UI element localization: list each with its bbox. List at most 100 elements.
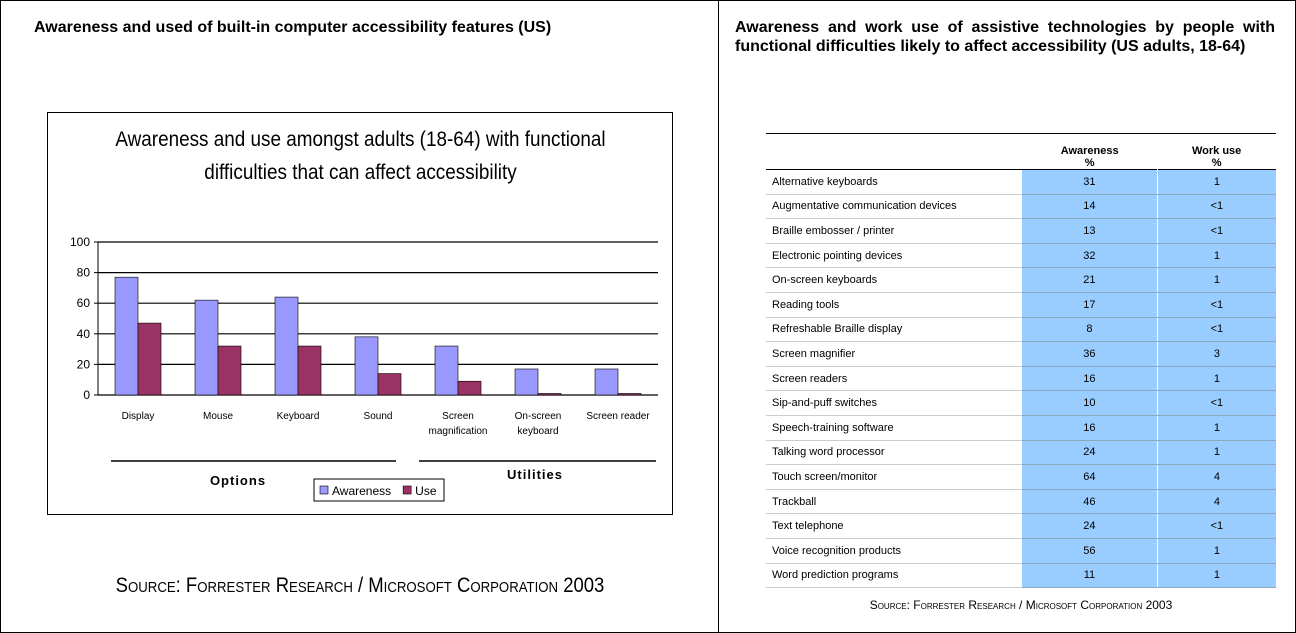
cell: 17 — [1022, 292, 1158, 318]
table-row: Touch screen/monitor 64 4 — [766, 464, 1276, 490]
header-row: Awareness% Work use% — [766, 134, 1276, 170]
cell: <1 — [1156, 292, 1276, 318]
cell: 10 — [1022, 390, 1158, 416]
table-row: Reading tools 17 <1 — [766, 292, 1276, 318]
cell: <1 — [1156, 317, 1276, 343]
row-label: Reading tools — [766, 292, 1022, 318]
chart-title: Awareness and use amongst adults (18-64)… — [115, 128, 606, 184]
cell: 3 — [1156, 341, 1276, 367]
row-label: Sip-and-puff switches — [766, 390, 1022, 416]
cell: 24 — [1022, 440, 1158, 466]
table-row: Augmentative communication devices 14 <1 — [766, 194, 1276, 220]
table-row: Electronic pointing devices 32 1 — [766, 243, 1276, 269]
bar — [617, 393, 642, 396]
table-row: Speech-training software 16 1 — [766, 415, 1276, 441]
row-label: Braille embosser / printer — [766, 218, 1022, 244]
cell: 1 — [1156, 538, 1276, 564]
left-source: Source: Forrester Research / Microsoft C… — [115, 574, 605, 597]
cell: 46 — [1022, 489, 1158, 515]
bar — [594, 368, 619, 396]
table-row: Sip-and-puff switches 10 <1 — [766, 390, 1276, 416]
bar — [457, 380, 482, 396]
column-unit: % — [1084, 157, 1095, 169]
table-row: Screen magnifier 36 3 — [766, 341, 1276, 367]
cell: 32 — [1022, 243, 1158, 269]
row-label: On-screen keyboards — [766, 267, 1022, 293]
x-tick-label: Mouse — [202, 411, 233, 422]
cell: 1 — [1156, 243, 1276, 269]
x-tick-label: Display — [121, 411, 155, 422]
y-tick-label: 60 — [77, 296, 91, 310]
bar — [377, 373, 402, 396]
cell: 1 — [1156, 563, 1276, 589]
cell: 1 — [1156, 366, 1276, 392]
row-label: Refreshable Braille display — [766, 317, 1022, 343]
cell: 16 — [1022, 415, 1158, 441]
table-row: Alternative keyboards 31 1 — [766, 169, 1276, 195]
cell: <1 — [1156, 390, 1276, 416]
cell: 4 — [1156, 489, 1276, 515]
chart-box: Awareness and use amongst adults (18-64)… — [47, 112, 673, 515]
header-cell — [766, 134, 1022, 170]
row-label: Word prediction programs — [766, 563, 1022, 589]
table-row: Text telephone 24 <1 — [766, 513, 1276, 539]
left-heading: Awareness and used of built-in computer … — [34, 19, 552, 36]
table-row: Trackball 46 4 — [766, 489, 1276, 515]
y-tick-label: 40 — [77, 327, 91, 341]
y-tick-label: 80 — [77, 266, 91, 280]
legend-swatch — [319, 485, 329, 495]
legend-box — [313, 478, 445, 502]
cell: 8 — [1022, 317, 1158, 343]
row-label: Talking word processor — [766, 440, 1022, 466]
bar — [274, 296, 299, 396]
x-tick-label: Screen magnification — [428, 411, 488, 437]
cell: <1 — [1156, 194, 1276, 220]
x-tick-label: On-screen keyboard — [514, 411, 562, 437]
table-row: On-screen keyboards 21 1 — [766, 267, 1276, 293]
row-label: Alternative keyboards — [766, 169, 1022, 195]
table-row: Screen readers 16 1 — [766, 366, 1276, 392]
cell: <1 — [1156, 218, 1276, 244]
column-name: Awareness — [1060, 145, 1119, 157]
row-label: Augmentative communication devices — [766, 194, 1022, 220]
header-cell: Work use% — [1157, 134, 1276, 170]
bar — [297, 345, 322, 396]
column-name: Work use — [1191, 145, 1242, 157]
row-label: Screen magnifier — [766, 341, 1022, 367]
table-row: Voice recognition products 56 1 — [766, 538, 1276, 564]
bar — [114, 276, 139, 396]
bar — [194, 299, 219, 396]
bar — [217, 345, 242, 396]
table-row: Braille embosser / printer 13 <1 — [766, 218, 1276, 244]
row-label: Text telephone — [766, 513, 1022, 539]
row-label: Speech-training software — [766, 415, 1022, 441]
table-row: Refreshable Braille display 8 <1 — [766, 317, 1276, 343]
cell: 1 — [1156, 267, 1276, 293]
cell: 1 — [1156, 169, 1276, 195]
cell: 31 — [1022, 169, 1158, 195]
table-row: Talking word processor 24 1 — [766, 440, 1276, 466]
table: Awareness% Work use% Alternative keyboard… — [766, 133, 1276, 589]
row-label: Electronic pointing devices — [766, 243, 1022, 269]
cell: 24 — [1022, 513, 1158, 539]
legend-swatch — [402, 485, 412, 495]
cell: 13 — [1022, 218, 1158, 244]
table-row: Word prediction programs 11 1 — [766, 563, 1276, 589]
bar — [514, 368, 539, 396]
cell: 1 — [1156, 440, 1276, 466]
right-heading: Awareness and work use of assistive tech… — [735, 19, 1275, 55]
cell: <1 — [1156, 513, 1276, 539]
row-label: Touch screen/monitor — [766, 464, 1022, 490]
column-unit: % — [1211, 157, 1222, 169]
row-label: Screen readers — [766, 366, 1022, 392]
bar — [434, 345, 459, 396]
legend-label: Use — [415, 484, 437, 498]
x-tick-label: Keyboard — [276, 411, 320, 422]
cell: 36 — [1022, 341, 1158, 367]
bar — [137, 322, 162, 396]
group-label: Utilities — [507, 467, 563, 482]
y-tick-label: 20 — [77, 357, 91, 371]
y-tick-label: 100 — [70, 235, 90, 249]
cell: 64 — [1022, 464, 1158, 490]
